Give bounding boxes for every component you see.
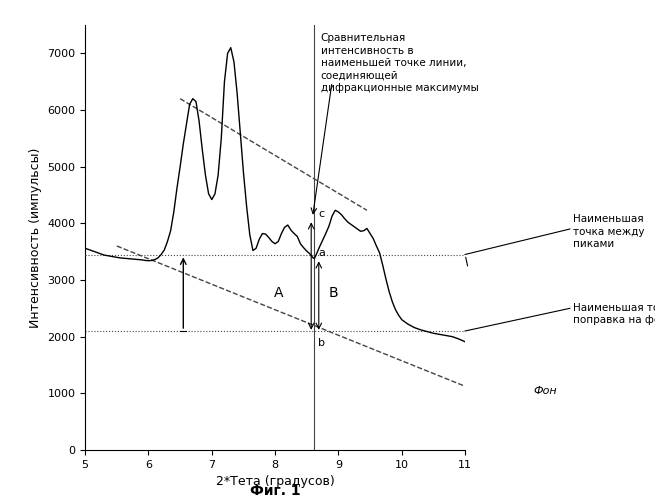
X-axis label: 2*Тета (градусов): 2*Тета (градусов): [215, 476, 335, 488]
Text: Наименьшая точка,
поправка на фон: Наименьшая точка, поправка на фон: [573, 303, 655, 325]
Text: Сравнительная
интенсивность в
наименьшей точке линии,
соединяющей
дифракционные : Сравнительная интенсивность в наименьшей…: [321, 34, 478, 93]
Text: Наименьшая
точка между
пиками: Наименьшая точка между пиками: [573, 214, 645, 249]
Text: a: a: [318, 248, 325, 258]
Text: b: b: [318, 338, 324, 348]
Text: B: B: [329, 286, 338, 300]
Text: Фон: Фон: [534, 386, 557, 396]
Text: A: A: [274, 286, 283, 300]
Text: c: c: [318, 210, 324, 220]
Text: Фиг. 1: Фиг. 1: [250, 484, 301, 498]
Y-axis label: Интенсивность (импульсы): Интенсивность (импульсы): [29, 148, 42, 328]
